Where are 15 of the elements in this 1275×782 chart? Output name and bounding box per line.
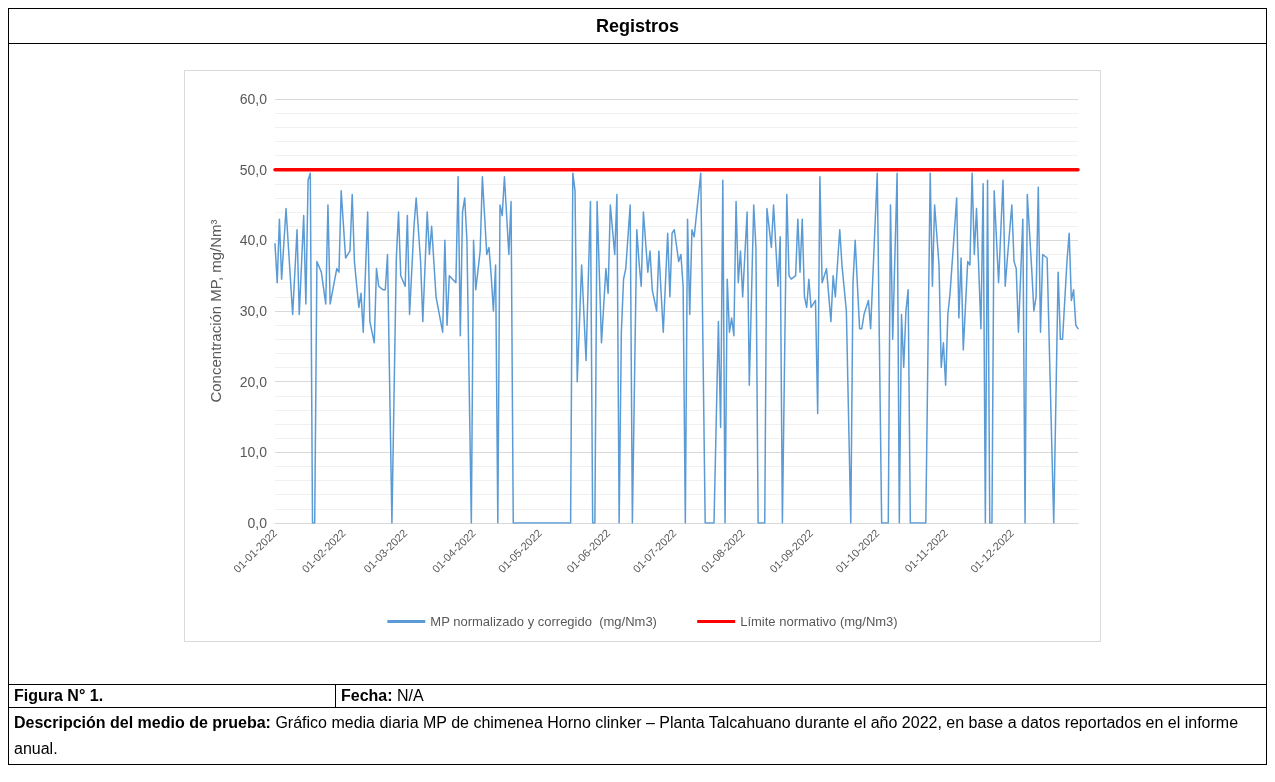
legend-label: Límite normativo (mg/Nm3): [740, 614, 898, 629]
y-axis-title: Concentración MP, mg/Nm³: [207, 219, 224, 403]
text: Descripción del medio de prueba: Gráfico media diaria MP de chimenea Horno clinker – Planta Talcahuano durante el año 2022, en base a datos reportados en el informe anual.: [14, 714, 1239, 757]
y-tick-label: 40,0: [239, 232, 268, 249]
chart-title: Registros: [8, 8, 1267, 44]
legend-label: MP normalizado y corregido (mg/Nm3): [430, 614, 657, 629]
y-tick-label: 0,0: [247, 515, 268, 531]
y-tick-label: 30,0: [239, 303, 268, 319]
y-tick-label: 50,0: [239, 161, 268, 178]
y-tick-label: 20,0: [239, 373, 268, 390]
y-tick-label: 60,0: [239, 91, 268, 107]
line-series: [274, 172, 1079, 524]
text: Figura N° 1.: [14, 687, 104, 704]
y-tick-label: 10,0: [239, 444, 268, 461]
text: Fecha: N/A: [335, 684, 1267, 708]
